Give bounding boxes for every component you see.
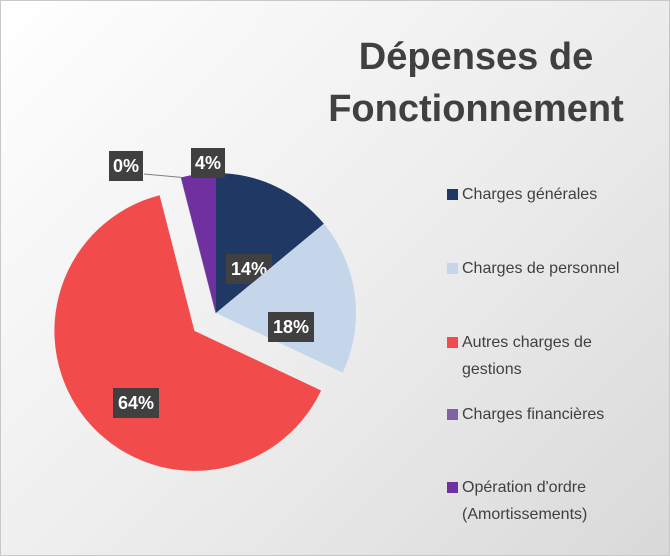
legend-swatch (447, 482, 458, 493)
data-label-bg (113, 388, 159, 418)
data-label: 14% (231, 259, 267, 279)
legend-label: Charges de personnel (462, 260, 620, 277)
pie-slice (216, 223, 356, 373)
data-label-bg (268, 312, 314, 342)
legend-label: Charges générales (462, 186, 598, 203)
legend-label: Charges financières (462, 406, 605, 423)
data-label-bg (191, 148, 225, 178)
data-label: 0% (113, 156, 139, 176)
legend-item: Autres charges de gestions (447, 329, 657, 383)
pie-slice (180, 177, 217, 314)
chart-title: Dépenses de Fonctionnement (328, 36, 624, 130)
leader-line (143, 173, 182, 178)
legend-swatch (447, 263, 458, 274)
legend-item: Charges générales (447, 181, 657, 208)
legend-swatch (447, 189, 458, 200)
legend-swatch (447, 337, 458, 348)
data-label-bg (109, 151, 143, 181)
data-label: 18% (273, 317, 309, 337)
legend-item: Charges financières (447, 401, 657, 428)
legend-item: Opération d'ordre (Amortissements) (447, 474, 657, 528)
legend-swatch (447, 409, 458, 420)
data-label: 4% (195, 153, 221, 173)
legend-item: Charges de personnel (447, 255, 657, 282)
pie-slice (181, 173, 216, 313)
data-label: 64% (118, 393, 154, 413)
legend-label: Opération d'ordre (Amortissements) (462, 479, 588, 523)
legend-label: Autres charges de gestions (462, 334, 592, 378)
